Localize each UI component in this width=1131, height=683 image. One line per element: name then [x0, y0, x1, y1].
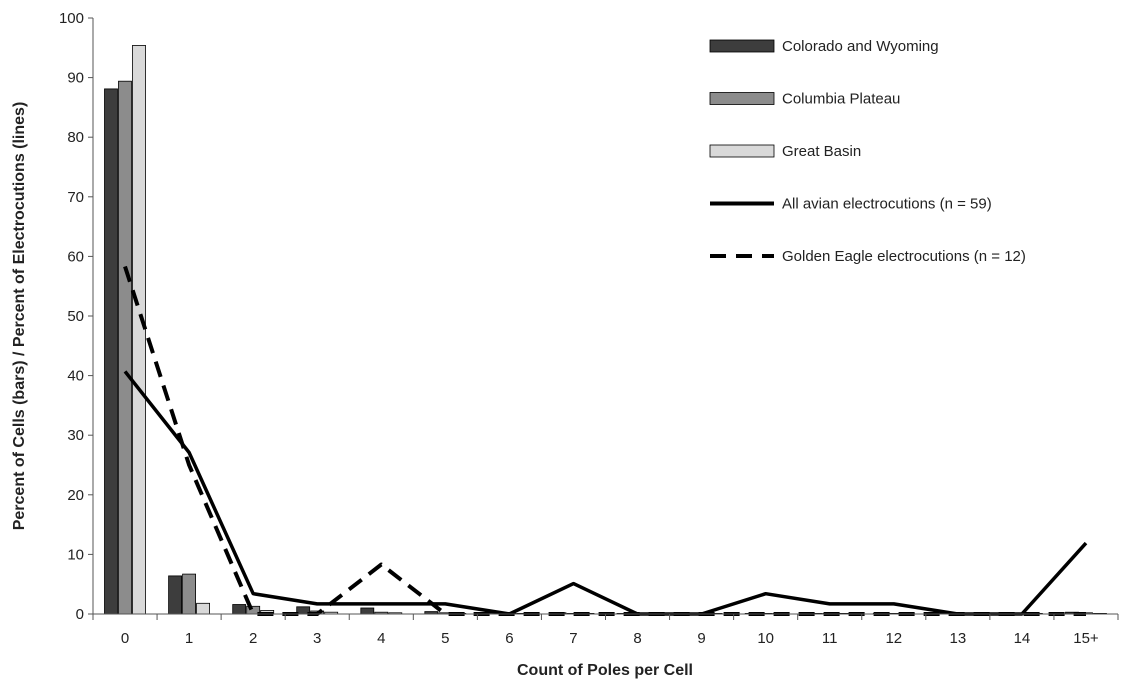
- y-tick-label: 100: [59, 10, 84, 27]
- y-axis-title: Percent of Cells (bars) / Percent of Ele…: [11, 102, 28, 531]
- legend-swatch: [709, 144, 775, 158]
- y-tick-label: 50: [67, 308, 84, 325]
- series-line: [123, 370, 1088, 616]
- legend-label: Great Basin: [782, 143, 861, 160]
- x-tick-label: 3: [313, 630, 321, 647]
- x-tick-label: 13: [950, 630, 967, 647]
- legend-label: Columbia Plateau: [782, 91, 900, 108]
- x-tick-label: 9: [697, 630, 705, 647]
- legend-swatch: [709, 39, 775, 53]
- bar: [232, 604, 247, 615]
- legend-label: Golden Eagle electrocutions (n = 12): [782, 248, 1026, 265]
- x-tick-label: 2: [249, 630, 257, 647]
- y-tick-label: 30: [67, 427, 84, 444]
- bar: [118, 80, 132, 615]
- y-tick-label: 90: [67, 70, 84, 87]
- y-tick-label: 0: [76, 606, 84, 623]
- y-tick-label: 80: [67, 129, 84, 146]
- y-tick-label: 70: [67, 189, 84, 206]
- x-tick-label: 4: [377, 630, 385, 647]
- x-tick-label: 6: [505, 630, 513, 647]
- x-tick-label: 10: [757, 630, 774, 647]
- x-tick-label: 14: [1014, 630, 1031, 647]
- x-tick-label: 15+: [1073, 630, 1099, 647]
- bar: [168, 575, 183, 615]
- x-tick-label: 0: [121, 630, 129, 647]
- y-tick-label: 60: [67, 248, 84, 265]
- x-tick-label: 12: [885, 630, 902, 647]
- x-tick-label: 7: [569, 630, 577, 647]
- bar-layer: [104, 45, 1107, 615]
- legend-label: Colorado and Wyoming: [782, 38, 939, 55]
- bar: [104, 88, 118, 615]
- x-tick-label: 11: [822, 630, 838, 647]
- legend-swatch: [709, 92, 775, 105]
- x-axis-title: Count of Poles per Cell: [517, 662, 693, 679]
- y-tick-label: 10: [67, 546, 84, 563]
- bar: [360, 607, 375, 615]
- y-tick-label: 20: [67, 487, 84, 504]
- y-tick-label: 40: [67, 368, 84, 385]
- legend: Colorado and Wyoming Columbia Plateau Grea…: [709, 38, 1026, 265]
- x-tick-label: 5: [441, 630, 449, 647]
- bar: [182, 573, 197, 615]
- bar: [196, 602, 211, 615]
- x-tick-label: 8: [633, 630, 641, 647]
- legend-label: All avian electrocutions (n = 59): [782, 196, 992, 213]
- series-line: [123, 265, 1086, 616]
- x-tick-label: 1: [185, 630, 193, 647]
- line-layer: [123, 265, 1088, 616]
